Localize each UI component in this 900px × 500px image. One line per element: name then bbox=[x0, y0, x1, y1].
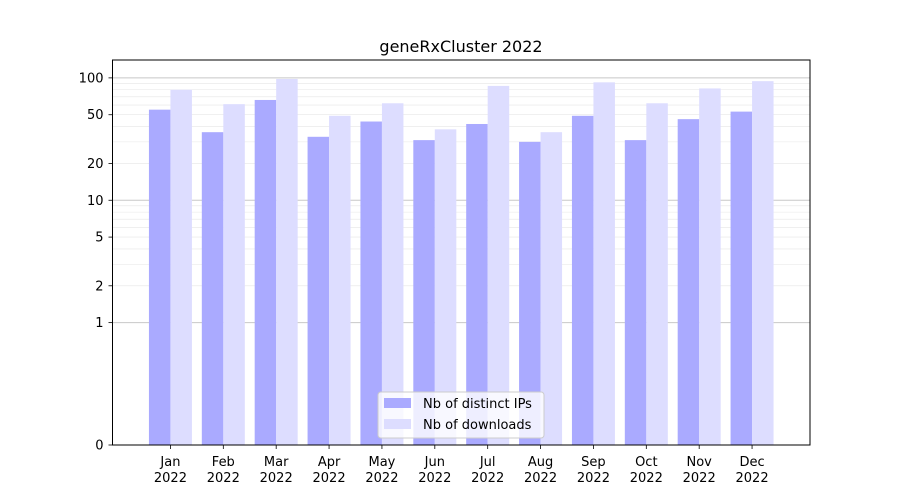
x-tick-label: Oct 2022 bbox=[630, 455, 663, 486]
legend-swatch bbox=[384, 398, 411, 408]
bar-downloads bbox=[276, 78, 298, 446]
x-tick-label: Feb 2022 bbox=[207, 455, 240, 486]
bar-downloads bbox=[593, 82, 615, 446]
y-tick-label: 0 bbox=[95, 439, 103, 454]
bar-downloads bbox=[434, 129, 457, 446]
y-tick-label: 20 bbox=[87, 157, 104, 172]
bar-downloads bbox=[540, 132, 563, 445]
legend-label: Nb of distinct IPs bbox=[423, 397, 532, 412]
y-tick-label: 100 bbox=[79, 71, 104, 86]
y-tick-label: 5 bbox=[95, 231, 103, 246]
plot-frame bbox=[112, 59, 811, 446]
bar-downloads bbox=[170, 89, 192, 445]
x-tick-label: Jul 2022 bbox=[471, 455, 504, 486]
legend-swatch bbox=[384, 419, 411, 429]
bar-distinct-ips bbox=[307, 136, 330, 445]
bar-distinct-ips bbox=[254, 99, 277, 445]
y-tick-label: 50 bbox=[87, 108, 104, 123]
bar-distinct-ips bbox=[466, 123, 488, 445]
chart-title: geneRxCluster 2022 bbox=[379, 37, 542, 56]
bar-downloads bbox=[381, 103, 404, 445]
x-tick-label: Mar 2022 bbox=[260, 455, 293, 486]
x-tick-label: Aug 2022 bbox=[524, 455, 557, 486]
bar-downloads bbox=[223, 104, 245, 446]
bar-downloads bbox=[646, 103, 668, 445]
bar-distinct-ips bbox=[413, 140, 435, 445]
bar-distinct-ips bbox=[624, 140, 647, 445]
x-tick-label: Apr 2022 bbox=[313, 455, 346, 486]
bar-distinct-ips bbox=[677, 119, 700, 445]
x-tick-label: Dec 2022 bbox=[736, 455, 769, 486]
legend-label: Nb of downloads bbox=[423, 418, 532, 433]
x-tick-label: May 2022 bbox=[365, 455, 398, 486]
bar-downloads bbox=[329, 115, 351, 446]
bar-downloads bbox=[699, 88, 721, 446]
legend: Nb of distinct IPs Nb of downloads bbox=[377, 391, 545, 439]
y-tick-label: 1 bbox=[95, 316, 103, 331]
bar-distinct-ips bbox=[571, 115, 594, 446]
bar-distinct-ips bbox=[730, 111, 753, 445]
bar-downloads bbox=[487, 85, 510, 445]
x-tick-label: Jun 2022 bbox=[418, 455, 451, 486]
legend-box bbox=[377, 391, 545, 439]
bar-distinct-ips bbox=[201, 132, 224, 445]
y-tick-label: 10 bbox=[87, 194, 104, 209]
x-tick-label: Sep 2022 bbox=[577, 455, 610, 486]
x-tick-label: Nov 2022 bbox=[683, 455, 716, 486]
y-tick-label: 2 bbox=[95, 279, 103, 294]
bar-distinct-ips bbox=[519, 141, 541, 445]
x-axis-ticks: Jan 2022 Feb 2022 Mar 2022 Apr 2022 May 2022 Jun 20… bbox=[154, 445, 769, 486]
x-tick-label: Jan 2022 bbox=[154, 455, 187, 486]
bars bbox=[148, 78, 774, 446]
bar-distinct-ips bbox=[360, 121, 382, 446]
bar-downloads bbox=[752, 81, 774, 446]
y-axis-ticks: 0 1 2 5 10 20 50 100 bbox=[79, 71, 113, 454]
bar-distinct-ips bbox=[148, 109, 171, 446]
